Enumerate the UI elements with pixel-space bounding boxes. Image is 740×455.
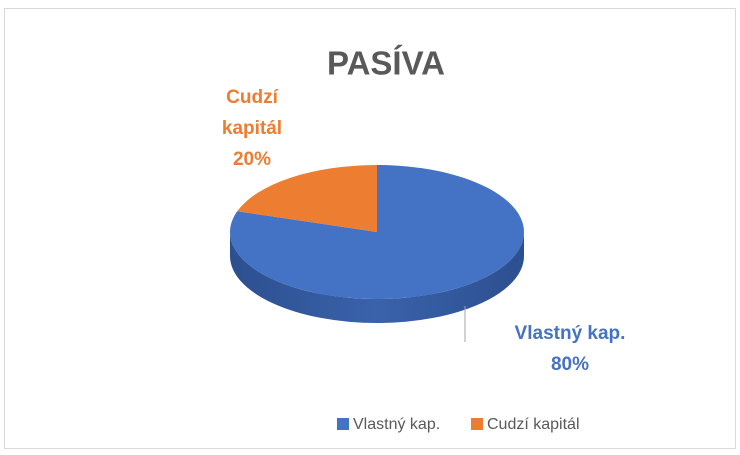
data-label-value: 80% (550, 354, 590, 375)
legend-marker (337, 418, 349, 430)
chart-title: PASÍVA (327, 45, 445, 82)
pie-slice (229, 165, 524, 299)
data-label-category: Cudzí kapitál (221, 87, 283, 139)
data-label: Cudzí kapitál 20% (212, 82, 292, 175)
legend-label: Cudzí kapitál (487, 416, 580, 433)
data-label-value: 20% (232, 149, 272, 170)
legend: Vlastný kap. Cudzí kapitál (337, 416, 580, 433)
data-label-category: Vlastný kap. (514, 323, 626, 344)
pie (229, 165, 524, 323)
pie-slice (237, 165, 377, 232)
legend-marker (471, 418, 483, 430)
legend-label: Vlastný kap. (353, 416, 440, 433)
pie-slice-side (230, 232, 524, 323)
data-label: Vlastný kap. 80% (490, 318, 650, 380)
